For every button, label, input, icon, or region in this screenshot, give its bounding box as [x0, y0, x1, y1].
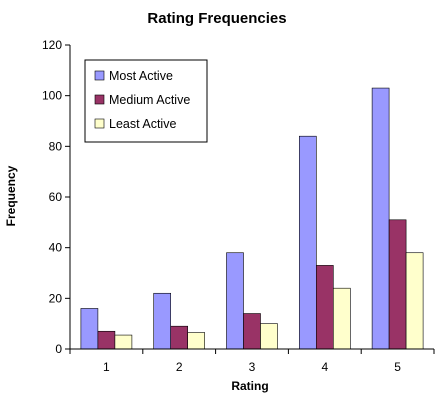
x-tick-label: 4 — [321, 360, 328, 374]
legend-label: Least Active — [109, 117, 176, 131]
y-tick-label: 120 — [42, 38, 62, 52]
bar-most-active-5 — [371, 87, 390, 350]
bar-medium-active-3 — [243, 313, 261, 350]
legend-swatch — [94, 70, 105, 81]
x-tick-label: 5 — [394, 360, 401, 374]
x-tick-label: 2 — [176, 360, 183, 374]
chart-title: Rating Frequencies — [147, 10, 286, 27]
legend-label: Most Active — [109, 69, 173, 83]
legend-box — [84, 59, 208, 143]
y-tick-label: 100 — [42, 89, 62, 103]
y-tick-label: 40 — [49, 241, 63, 255]
bar-most-active-2 — [153, 292, 171, 350]
y-tick-label: 80 — [49, 139, 63, 153]
bar-most-active-4 — [298, 135, 317, 350]
bar-least-active-1 — [114, 334, 133, 350]
bar-least-active-2 — [187, 332, 205, 350]
bar-medium-active-5 — [388, 219, 407, 350]
x-tick-label: 1 — [103, 360, 110, 374]
bar-most-active-3 — [226, 252, 244, 350]
x-axis-title: Rating — [231, 379, 268, 393]
y-tick-label: 60 — [49, 190, 63, 204]
y-tick-label: 20 — [49, 291, 63, 305]
legend-swatch — [94, 118, 105, 129]
x-tick-label: 3 — [249, 360, 256, 374]
legend-swatch — [94, 94, 105, 105]
bar-least-active-5 — [405, 252, 424, 350]
y-axis-title: Frequency — [4, 165, 18, 226]
legend-label: Medium Active — [109, 93, 190, 107]
bar-least-active-3 — [260, 323, 278, 350]
y-tick-label: 0 — [55, 342, 62, 356]
bar-medium-active-2 — [170, 325, 188, 350]
bar-medium-active-4 — [315, 265, 334, 350]
bar-medium-active-1 — [97, 330, 116, 350]
bar-least-active-4 — [332, 287, 351, 350]
bar-most-active-1 — [80, 308, 99, 350]
legend: Most Active Medium Active Least Active — [84, 59, 208, 143]
plot-area: 0 20 40 60 80 100 120 1 2 3 4 5 — [42, 38, 435, 374]
